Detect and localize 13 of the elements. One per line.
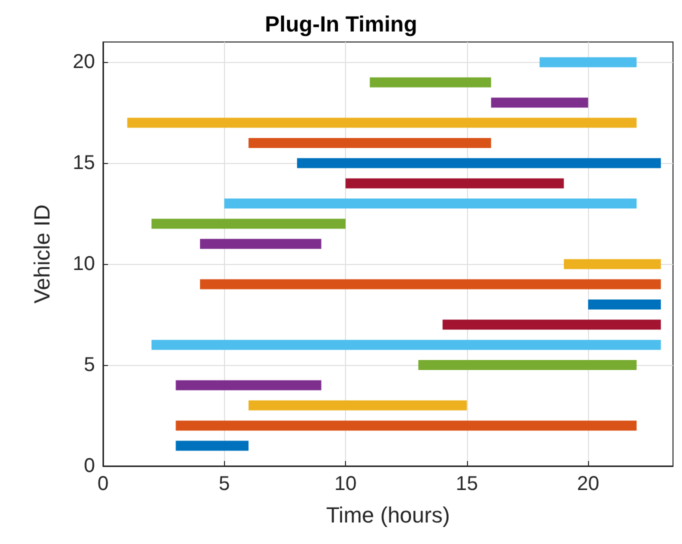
x-tick-label: 15: [456, 473, 478, 495]
x-tick-label: 5: [218, 473, 230, 495]
y-tick-label: 0: [84, 455, 95, 477]
x-tick-label: 20: [576, 473, 600, 495]
y-axis-title: Vehicle ID: [30, 204, 54, 304]
y-tick-label: 20: [72, 51, 95, 74]
x-tick-label: 0: [97, 473, 109, 495]
y-tick-label: 10: [72, 253, 95, 276]
chart-title: Plug-In Timing: [264, 12, 418, 36]
x-tick-label: 10: [334, 473, 357, 495]
y-tick-label: 5: [84, 354, 95, 376]
x-axis-title: Time (hours): [326, 502, 450, 528]
y-tick-label: 15: [72, 152, 95, 174]
